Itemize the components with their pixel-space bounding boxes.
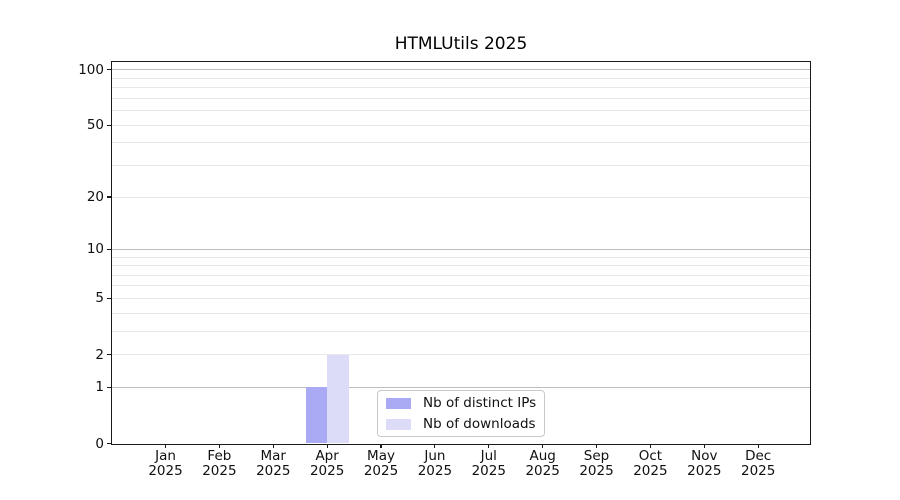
- y-tick-label: 20: [86, 189, 104, 206]
- x-tick-year: 2025: [417, 463, 453, 479]
- y-tick: [107, 297, 112, 300]
- x-tick-month: Oct: [638, 447, 663, 464]
- gridline-minor: [112, 110, 810, 112]
- legend-swatch-distinct-ips: [386, 397, 411, 409]
- x-tick-year: 2025: [687, 463, 722, 479]
- y-tick: [107, 442, 112, 445]
- legend-item-distinct-ips: Nb of distinct IPs: [386, 393, 536, 413]
- x-tick-month: Aug: [529, 447, 556, 464]
- gridline-minor: [112, 354, 810, 356]
- x-tick: [703, 443, 705, 448]
- x-tick-year: 2025: [256, 463, 291, 479]
- x-tick-year: 2025: [471, 463, 506, 479]
- x-tick-year: 2025: [202, 463, 237, 479]
- gridline-minor: [112, 164, 810, 166]
- x-tick: [488, 443, 490, 448]
- x-tick-year: 2025: [363, 463, 399, 479]
- chart-title: HTMLUtils 2025: [394, 34, 528, 54]
- x-tick: [380, 443, 382, 448]
- x-tick-label: May 2025: [351, 447, 411, 480]
- x-tick-label: Apr 2025: [297, 447, 357, 480]
- x-tick-month: Apr: [315, 447, 339, 464]
- gridline-minor: [112, 274, 810, 276]
- gridline-minor: [112, 330, 810, 332]
- x-tick: [164, 443, 167, 448]
- x-tick: [595, 443, 598, 448]
- gridline-minor: [112, 265, 810, 267]
- x-tick-year: 2025: [579, 463, 614, 479]
- x-tick-month: Nov: [691, 447, 718, 464]
- x-tick-label: Feb 2025: [189, 447, 249, 480]
- gridline-major: [112, 386, 810, 388]
- x-tick: [542, 443, 544, 448]
- y-tick: [107, 69, 112, 71]
- x-tick-year: 2025: [633, 463, 668, 479]
- x-tick: [326, 443, 328, 448]
- x-tick: [757, 443, 759, 448]
- y-tick: [107, 386, 112, 388]
- x-tick-month: Dec: [745, 447, 772, 464]
- x-tick: [272, 443, 274, 448]
- gridline-minor: [112, 312, 810, 314]
- gridline-major: [112, 69, 810, 71]
- x-tick-label: Oct 2025: [620, 447, 680, 480]
- y-tick: [107, 124, 112, 126]
- y-tick-label: 2: [95, 346, 104, 363]
- x-tick-label: Mar 2025: [243, 447, 303, 480]
- plot-area: [111, 60, 811, 445]
- x-tick-label: Jul 2025: [459, 447, 519, 480]
- x-tick: [434, 443, 436, 448]
- x-tick-month: May: [367, 447, 395, 464]
- y-tick: [107, 196, 112, 198]
- y-tick: [107, 248, 112, 250]
- x-tick-month: Jan: [155, 447, 176, 464]
- x-tick-month: Feb: [207, 447, 232, 464]
- gridline-minor: [112, 124, 810, 126]
- gridline-minor: [112, 77, 810, 79]
- legend: Nb of distinct IPs Nb of downloads: [377, 390, 545, 437]
- x-tick-month: Jul: [480, 447, 497, 464]
- y-tick-label: 10: [86, 241, 104, 258]
- x-tick-month: Mar: [260, 447, 286, 464]
- gridline-minor: [112, 87, 810, 89]
- legend-swatch-downloads: [386, 418, 411, 430]
- x-tick-label: Dec 2025: [728, 447, 788, 480]
- legend-item-downloads: Nb of downloads: [386, 414, 536, 434]
- x-tick-year: 2025: [740, 463, 776, 479]
- x-tick: [649, 443, 651, 448]
- x-tick-year: 2025: [309, 463, 345, 479]
- y-tick-label: 100: [78, 61, 104, 78]
- x-tick-label: Nov 2025: [674, 447, 734, 480]
- gridline-minor: [112, 297, 810, 299]
- x-tick-label: Aug 2025: [513, 447, 573, 480]
- x-tick-label: Jun 2025: [405, 447, 465, 480]
- x-tick: [218, 443, 220, 448]
- y-tick-label: 50: [86, 117, 104, 134]
- bar-downloads-apr: [327, 354, 349, 444]
- y-tick-label: 5: [95, 290, 104, 307]
- y-tick-label: 1: [95, 379, 104, 396]
- gridline-minor: [112, 142, 810, 144]
- gridline-minor: [112, 285, 810, 287]
- x-tick-month: Jun: [424, 447, 446, 464]
- gridline-minor: [112, 97, 810, 99]
- gridline-minor: [112, 256, 810, 258]
- legend-label-distinct-ips: Nb of distinct IPs: [423, 395, 537, 411]
- x-tick-label: Sep 2025: [567, 447, 627, 480]
- y-tick-label: 0: [95, 435, 104, 452]
- x-tick-month: Sep: [583, 447, 610, 464]
- x-tick-year: 2025: [148, 463, 183, 479]
- x-tick-year: 2025: [525, 463, 560, 479]
- x-tick-label: Jan 2025: [136, 447, 196, 480]
- gridline-minor: [112, 196, 810, 198]
- y-tick: [107, 353, 112, 356]
- bar-distinct-ips-apr: [305, 387, 328, 444]
- gridline-major: [112, 248, 810, 250]
- legend-label-downloads: Nb of downloads: [423, 416, 536, 432]
